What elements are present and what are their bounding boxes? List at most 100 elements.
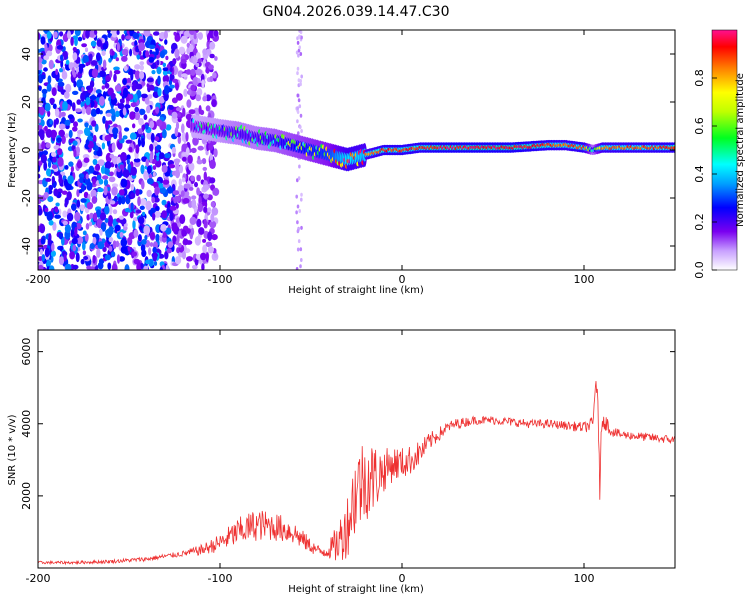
noise-cell: [43, 67, 48, 72]
noise-cell: [88, 165, 95, 174]
noise-cell: [175, 169, 180, 179]
colorbar-label: Normalized spectral amplitude: [735, 73, 746, 227]
noise-cell: [295, 267, 299, 270]
noise-cell: [152, 212, 156, 221]
noise-cell: [140, 198, 147, 206]
noise-cell: [130, 192, 136, 199]
noise-cell: [82, 230, 87, 236]
noise-cell: [298, 209, 302, 213]
noise-cell: [45, 50, 53, 57]
noise-cell: [86, 181, 93, 191]
noise-cell: [178, 242, 182, 248]
noise-cell: [185, 131, 189, 142]
noise-cell: [81, 106, 86, 115]
noise-cell: [185, 69, 192, 75]
x-tick-label: 0: [399, 572, 406, 585]
noise-cell: [162, 179, 170, 185]
noise-cell: [79, 177, 84, 184]
noise-cell: [111, 33, 118, 38]
x-tick-label: 0: [399, 273, 406, 286]
noise-cell: [141, 138, 145, 148]
noise-cell: [182, 156, 187, 162]
noise-cell: [78, 173, 85, 179]
noise-cell: [81, 43, 87, 48]
noise-cell: [138, 225, 143, 231]
noise-cell: [107, 186, 110, 192]
noise-cell: [91, 196, 98, 204]
noise-cell: [155, 48, 159, 56]
noise-cell: [147, 165, 152, 175]
noise-cell: [113, 66, 120, 71]
noise-cell: [40, 74, 46, 80]
noise-cell: [49, 119, 53, 125]
noise-cell: [156, 59, 160, 66]
noise-cell: [74, 30, 81, 37]
noise-cell: [193, 31, 197, 40]
noise-cell: [111, 186, 118, 196]
noise-cell: [297, 53, 300, 58]
noise-cell: [169, 84, 175, 89]
noise-cell: [120, 238, 128, 247]
noise-cell: [108, 176, 116, 183]
noise-cell: [48, 59, 54, 70]
noise-cell: [191, 195, 197, 200]
noise-cell: [137, 137, 142, 147]
noise-cell: [213, 148, 218, 158]
noise-cell: [40, 36, 46, 45]
noise-cell: [95, 107, 101, 115]
noise-cell: [133, 229, 139, 238]
noise-cell: [71, 66, 75, 76]
noise-cell: [207, 246, 214, 254]
noise-cell: [146, 77, 154, 83]
noise-cell: [54, 207, 59, 213]
noise-cell: [97, 261, 104, 270]
noise-cell: [130, 166, 137, 176]
noise-cell: [139, 108, 146, 115]
noise-cell: [181, 229, 186, 237]
noise-cell: [72, 52, 78, 61]
noise-cell: [194, 236, 202, 246]
noise-cell: [85, 223, 90, 230]
noise-cell: [61, 70, 68, 80]
noise-cell: [152, 252, 158, 262]
noise-cell: [137, 128, 143, 135]
noise-cell: [191, 199, 197, 209]
noise-cell: [46, 211, 53, 222]
noise-cell: [69, 251, 75, 260]
noise-cell: [201, 158, 207, 165]
noise-cell: [53, 188, 59, 197]
noise-cell: [156, 155, 160, 162]
noise-cell: [148, 247, 152, 256]
noise-cell: [174, 34, 181, 42]
noise-cell: [175, 164, 180, 171]
ridge-cell: [672, 146, 675, 150]
noise-cell: [162, 231, 167, 238]
noise-cell: [66, 212, 74, 222]
noise-cell: [47, 196, 54, 203]
noise-cell: [209, 177, 216, 184]
noise-cell: [105, 75, 111, 82]
noise-cell: [133, 158, 141, 163]
noise-cell: [132, 32, 140, 39]
noise-cell: [121, 48, 129, 56]
noise-cell: [196, 187, 201, 196]
noise-cell: [132, 219, 136, 230]
noise-cell: [111, 142, 116, 153]
spectrogram-x-label: Height of straight line (km): [288, 285, 424, 296]
noise-cell: [180, 35, 188, 44]
noise-cell: [155, 106, 160, 114]
noise-cell: [126, 158, 130, 165]
noise-cell: [72, 140, 78, 146]
noise-cell: [151, 70, 156, 75]
noise-cell: [155, 205, 160, 212]
noise-cell: [76, 222, 82, 230]
noise-cell: [209, 220, 217, 229]
noise-cell: [152, 246, 157, 254]
noise-cell: [52, 182, 57, 189]
noise-cell: [38, 124, 43, 131]
noise-cell: [152, 171, 156, 178]
noise-cell: [102, 43, 108, 50]
noise-cell: [64, 119, 71, 126]
noise-cell: [80, 258, 85, 265]
snr-x-label: Height of straight line (km): [288, 584, 424, 595]
